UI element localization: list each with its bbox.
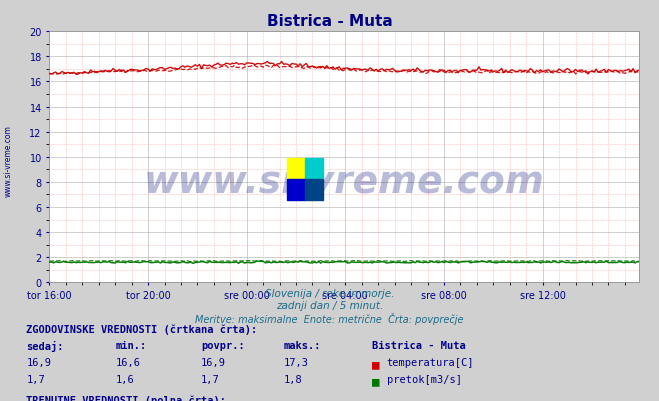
Text: 1,8: 1,8 (283, 375, 302, 385)
Text: 16,6: 16,6 (115, 357, 140, 367)
Text: 16,9: 16,9 (26, 357, 51, 367)
Text: pretok[m3/s]: pretok[m3/s] (387, 375, 462, 385)
Text: ■: ■ (372, 357, 380, 370)
Text: zadnji dan / 5 minut.: zadnji dan / 5 minut. (276, 300, 383, 310)
Text: 1,7: 1,7 (201, 375, 219, 385)
Bar (287, 158, 304, 180)
Text: maks.:: maks.: (283, 340, 321, 350)
Text: Meritve: maksimalne  Enote: metrične  Črta: povprečje: Meritve: maksimalne Enote: metrične Črta… (195, 312, 464, 324)
Text: www.si-vreme.com: www.si-vreme.com (144, 164, 545, 200)
Text: temperatura[C]: temperatura[C] (387, 357, 474, 367)
Text: povpr.:: povpr.: (201, 340, 244, 350)
Text: ■: ■ (372, 375, 380, 387)
Text: Bistrica - Muta: Bistrica - Muta (372, 340, 466, 350)
Text: Bistrica - Muta: Bistrica - Muta (267, 14, 392, 29)
Text: min.:: min.: (115, 340, 146, 350)
Text: sedaj:: sedaj: (26, 340, 64, 351)
Bar (304, 180, 323, 200)
Bar (304, 158, 323, 180)
Text: 1,7: 1,7 (26, 375, 45, 385)
Text: 16,9: 16,9 (201, 357, 226, 367)
Text: www.si-vreme.com: www.si-vreme.com (3, 125, 13, 196)
Text: 1,6: 1,6 (115, 375, 134, 385)
Bar (287, 180, 304, 200)
Text: ZGODOVINSKE VREDNOSTI (črtkana črta):: ZGODOVINSKE VREDNOSTI (črtkana črta): (26, 324, 258, 334)
Text: 17,3: 17,3 (283, 357, 308, 367)
Text: TRENUTNE VREDNOSTI (polna črta):: TRENUTNE VREDNOSTI (polna črta): (26, 394, 226, 401)
Text: Slovenija / reke in morje.: Slovenija / reke in morje. (265, 288, 394, 298)
